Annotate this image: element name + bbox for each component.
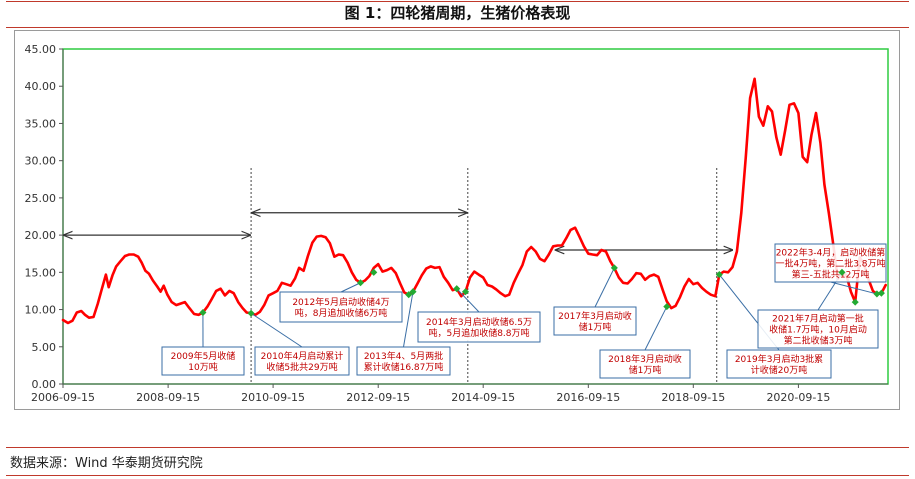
annotation-leader: [403, 291, 414, 348]
annotation-text: 收储1.7万吨，10月启动: [769, 324, 867, 336]
annotation-box: [161, 346, 245, 376]
annotation-text: 一批4万吨，第二批3.8万吨: [775, 258, 885, 270]
x-tick-label: 2016-09-15: [556, 391, 620, 404]
storage-event-marker: [877, 289, 885, 297]
annotation-box: [726, 349, 832, 379]
annotation-box: [356, 346, 451, 376]
footer-bottom-rule: [6, 475, 909, 476]
storage-event-marker: [610, 264, 618, 272]
annotation-text: 2013年4、5月两批: [364, 350, 443, 362]
x-tick-label: 2018-09-15: [661, 391, 725, 404]
y-tick-label: 10.00: [25, 304, 57, 317]
annotation-leader: [340, 282, 361, 293]
annotation-leader: [644, 306, 668, 351]
annotation-box: [279, 291, 403, 323]
annotation-text: 2019年3月启动3批累: [735, 353, 823, 365]
y-tick-label: 40.00: [25, 80, 57, 93]
y-tick-label: 30.00: [25, 155, 57, 168]
title-bottom-rule: [6, 27, 909, 28]
y-tick-label: 35.00: [25, 117, 57, 130]
annotation-leader: [594, 267, 615, 308]
annotation-text: 2021年7月启动第一批: [772, 313, 864, 325]
x-tick-label: 2010-09-15: [241, 391, 305, 404]
source-note: 数据来源：Wind 华泰期货研究院: [10, 456, 203, 471]
annotation-leader: [250, 312, 303, 348]
annotation-text: 2010年4月启动累计: [261, 350, 344, 362]
storage-event-marker: [873, 290, 881, 298]
annotation-box: [553, 306, 637, 336]
footer-top-rule: [6, 447, 909, 448]
x-tick-label: 2006-09-15: [31, 391, 95, 404]
annotation-text: 第三-五批共12万吨: [792, 269, 870, 281]
annotation-leader: [830, 281, 878, 295]
y-tick-label: 15.00: [25, 266, 57, 279]
x-tick-label: 2008-09-15: [136, 391, 200, 404]
chart-frame: [14, 30, 900, 410]
storage-event-marker: [851, 298, 859, 306]
annotation-text: 第二批收储3万吨: [784, 335, 853, 347]
annotation-text: 储1万吨: [629, 364, 662, 376]
annotation-text: 吨，8月追加收储6万吨: [295, 307, 387, 319]
storage-event-marker: [838, 268, 846, 276]
annotation-box: [599, 349, 691, 379]
y-tick-label: 20.00: [25, 229, 57, 242]
annotation-text: 收储5批共29万吨: [266, 361, 337, 373]
annotation-box: [417, 311, 541, 343]
y-tick-label: 25.00: [25, 192, 57, 205]
annotation-text: 2022年3-4月，启动收储第: [776, 247, 886, 259]
annotation-text: 累计收储16.87万吨: [364, 361, 444, 373]
title-top-rule: [6, 1, 909, 2]
annotation-leader: [456, 288, 480, 313]
storage-event-marker: [370, 268, 378, 276]
storage-event-marker: [453, 285, 461, 293]
annotation-box: [774, 243, 887, 283]
annotation-text: 2014年3月启动收储6.5万: [426, 316, 532, 328]
annotation-text: 计收储20万吨: [751, 364, 807, 376]
storage-event-marker: [663, 303, 671, 311]
annotation-text: 储1万吨: [579, 321, 612, 333]
annotation-text: 2012年5月启动收储4万: [292, 296, 389, 308]
storage-event-marker: [409, 288, 417, 296]
y-tick-label: 0.00: [32, 378, 57, 391]
annotation-box: [254, 346, 350, 376]
annotation-text: 2017年3月启动收: [558, 310, 632, 322]
annotation-text: 2009年5月收储: [171, 350, 236, 362]
x-tick-label: 2012-09-15: [346, 391, 410, 404]
storage-event-marker: [247, 309, 255, 317]
annotation-text: 10万吨: [188, 361, 217, 373]
storage-event-marker: [461, 288, 470, 296]
x-tick-label: 2020-09-15: [766, 391, 830, 404]
y-tick-label: 45.00: [25, 43, 57, 56]
storage-event-marker: [715, 271, 723, 279]
price-series-line: [61, 77, 887, 325]
storage-event-marker: [199, 308, 207, 317]
annotation-text: 吨，5月追加收储8.8万吨: [428, 327, 529, 339]
annotation-text: 2018年3月启动收: [608, 353, 682, 365]
figure-title: 图 1：四轮猪周期，生猪价格表现: [344, 4, 571, 22]
storage-event-marker: [405, 291, 413, 299]
storage-event-marker: [356, 279, 365, 287]
annotation-box: [757, 309, 879, 349]
x-tick-label: 2014-09-15: [451, 391, 515, 404]
y-tick-label: 5.00: [32, 341, 57, 354]
